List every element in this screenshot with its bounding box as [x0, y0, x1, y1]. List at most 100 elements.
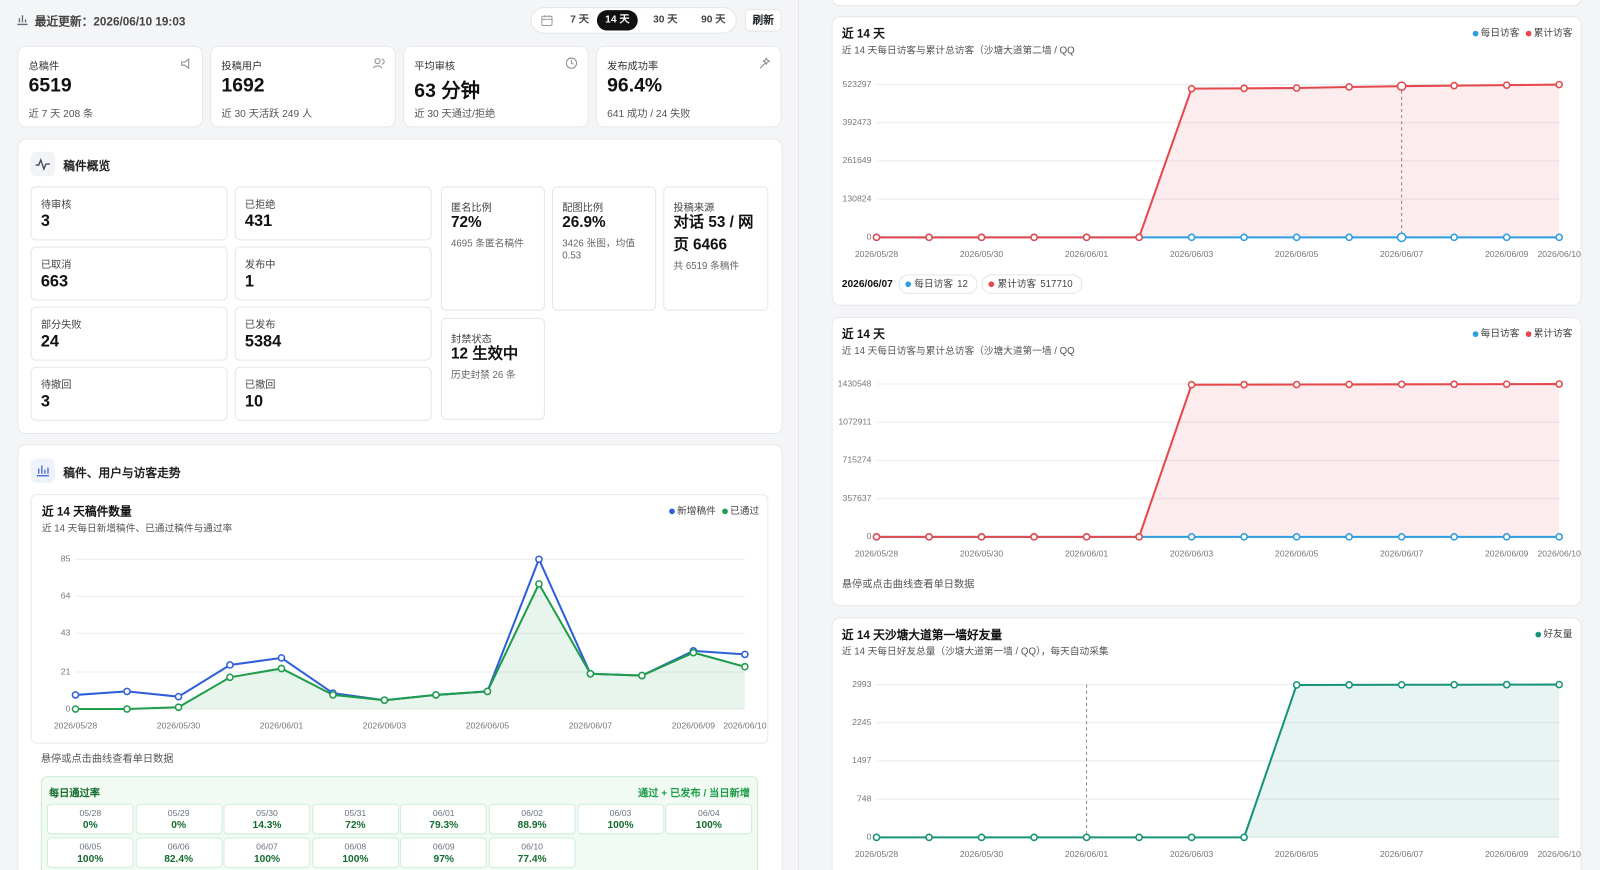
y-tick-label: 2993	[852, 679, 871, 689]
stat-label: 投稿用户	[221, 61, 263, 73]
point	[1396, 232, 1407, 243]
y-tick-label: 261649	[843, 155, 872, 165]
metric-value: 72%	[451, 213, 482, 232]
stat-card: 平均审核 63 分钟近 30 天通过/拒绝	[403, 45, 589, 128]
point	[1555, 80, 1563, 89]
point	[1502, 533, 1511, 541]
chart-card: 近 14 天近 14 天每日访客与累计总访客（沙塘大道第一墙 / QQ 0 3576…	[831, 316, 1582, 607]
pass-rate-date: 06/09	[432, 841, 455, 852]
pass-rate-cell: 05/31 72%	[312, 803, 399, 835]
stat-card: 发布成功率 96.4% 641 成功 / 24 失败	[595, 45, 782, 128]
tooltip-value: 517710	[1040, 279, 1072, 290]
y-tick-label: 0	[867, 531, 872, 541]
range-button[interactable]: 90 天	[701, 14, 726, 26]
x-tick-label: 2026/06/09	[1485, 249, 1529, 259]
legend-dot	[1535, 631, 1542, 638]
point	[71, 705, 80, 713]
x-tick-label: 2026/06/05	[466, 721, 510, 731]
range-button[interactable]: 7 天	[570, 14, 589, 26]
line	[75, 581, 746, 711]
point	[1240, 833, 1248, 842]
stat-card: 投稿用户 1692 近 30 天活跃 249 人	[210, 45, 396, 128]
x-tick-label: 2026/06/05	[1275, 849, 1319, 859]
pass-rate-formula: 通过 + 已发布 / 当日新增	[638, 788, 750, 800]
point	[1345, 533, 1353, 541]
x-tick-label: 2026/06/01	[260, 721, 304, 731]
tooltip-name: 累计访客	[997, 277, 1036, 290]
metric-label: 投稿来源	[673, 202, 715, 214]
tooltip-dot	[988, 281, 995, 288]
metric-note: 共 6519 条稿件	[673, 260, 740, 272]
stat-value: 1692	[221, 75, 265, 97]
status-value: 3	[40, 393, 50, 411]
y-tick-label: 2245	[852, 717, 871, 727]
point	[1240, 533, 1248, 541]
point	[1030, 833, 1038, 842]
point	[1135, 833, 1143, 842]
point	[1345, 681, 1353, 689]
point	[123, 687, 131, 696]
status-label: 部分失败	[40, 319, 82, 332]
point	[380, 696, 389, 705]
y-tick-label: 1430548	[838, 378, 872, 388]
metric-note: 历史封禁 26 条	[451, 369, 516, 381]
legend-label: 新增稿件	[677, 504, 716, 517]
pass-rate-value: 100%	[695, 820, 722, 832]
pass-rate-cell: 06/09 97%	[400, 837, 488, 868]
pass-rate-value: 0%	[171, 820, 187, 832]
metric-label: 封禁状态	[451, 334, 492, 346]
pass-rate-value: 0%	[82, 820, 98, 832]
legend-dot	[722, 508, 728, 515]
point	[1240, 380, 1248, 389]
x-tick-label: 2026/06/03	[1170, 849, 1214, 859]
metric-cell: 封禁状态 12 生效中 历史封禁 26 条	[440, 317, 545, 420]
legend-label: 累计访客	[1534, 26, 1573, 39]
range-button[interactable]: 14 天	[596, 10, 638, 31]
stat-icon	[565, 57, 578, 69]
point	[174, 703, 183, 712]
x-tick-label: 2026/06/05	[1275, 249, 1319, 259]
pass-rate-date: 06/08	[344, 841, 367, 852]
chart-subtitle: 近 14 天每日新增稿件、已通过稿件与通过率	[42, 521, 233, 534]
point	[71, 691, 80, 699]
status-value: 3	[40, 212, 50, 231]
chart-icon	[17, 15, 28, 26]
status-label: 发布中	[244, 259, 276, 271]
point	[1135, 233, 1143, 242]
tooltip-date: 2026/06/07	[842, 279, 893, 290]
status-label: 已拒绝	[244, 199, 276, 211]
pass-rate-date: 06/05	[79, 841, 102, 852]
point	[1292, 84, 1301, 92]
status-cell: 已拒绝 431	[234, 186, 432, 241]
point	[535, 555, 543, 564]
metric-cell: 配图比例 26.9% 3426 张图，均值 0.53	[552, 186, 657, 311]
prev-card	[831, 0, 1582, 7]
chart-subtitle: 近 14 天每日好友总量（沙塘大道第一墙 / QQ），每天自动采集	[842, 645, 1109, 658]
point	[1502, 233, 1511, 242]
status-value: 5384	[244, 333, 282, 351]
tooltip-pill	[898, 274, 978, 294]
range-button[interactable]: 30 天	[653, 14, 678, 26]
x-tick-label: 2026/06/09	[1485, 548, 1529, 558]
pass-rate-cell: 05/29 0%	[135, 803, 223, 835]
point	[1187, 84, 1196, 93]
metric-value: 对话 53 / 网页 6466	[673, 213, 754, 254]
x-tick-label: 2026/05/30	[960, 548, 1004, 558]
x-tick-label: 2026/05/28	[855, 849, 899, 859]
y-tick-label: 1072911	[838, 417, 871, 427]
point	[1555, 380, 1563, 388]
chart: 近 14 天近 14 天每日访客与累计总访客（沙塘大道第一墙 / QQ 0 3576…	[838, 327, 1581, 591]
x-tick-label: 2026/06/09	[672, 721, 716, 731]
pass-rate-date: 05/28	[79, 807, 102, 819]
status-label: 已撤回	[244, 379, 276, 392]
x-tick-label: 2026/05/28	[54, 721, 98, 731]
y-tick-label: 85	[61, 554, 71, 564]
stat-note: 近 30 天活跃 249 人	[221, 109, 313, 121]
area	[75, 583, 745, 710]
point	[586, 669, 595, 678]
point	[1082, 833, 1091, 842]
point	[872, 233, 881, 242]
y-tick-label: 748	[857, 793, 872, 803]
refresh-button[interactable]: 刷新	[744, 9, 782, 32]
x-tick-label: 2026/06/10	[723, 721, 767, 731]
